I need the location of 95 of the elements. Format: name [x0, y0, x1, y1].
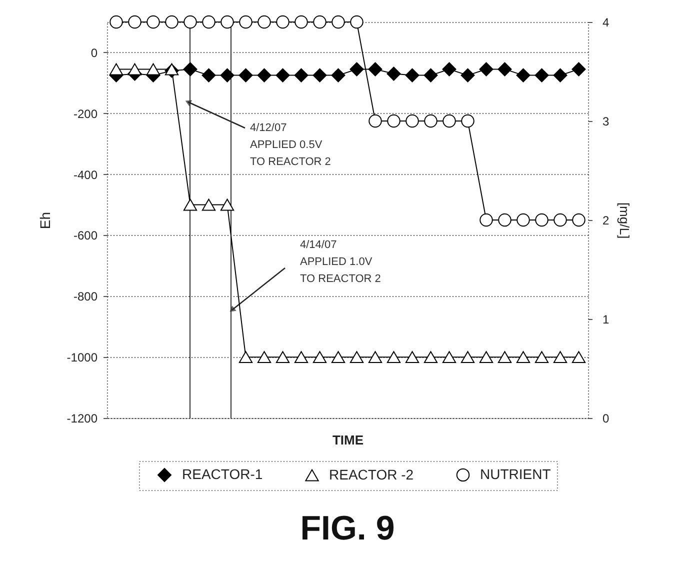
point	[238, 68, 253, 82]
point	[424, 68, 438, 82]
legend-label: REACTOR -2	[329, 466, 414, 482]
point	[202, 15, 216, 29]
point	[276, 351, 290, 364]
point	[534, 351, 549, 364]
point	[128, 63, 142, 76]
point	[424, 114, 438, 128]
point	[146, 63, 160, 76]
point	[516, 351, 530, 364]
point	[424, 351, 438, 364]
y-tick-label: 0	[90, 46, 98, 60]
point	[146, 15, 160, 29]
y-axis-title: Eh	[36, 212, 53, 230]
point	[480, 213, 493, 227]
point	[350, 351, 364, 364]
y-tick-label: -1200	[66, 412, 98, 426]
y2-tick-label: 2	[602, 214, 610, 228]
point	[516, 68, 530, 82]
point	[516, 213, 530, 227]
point	[406, 114, 419, 128]
point	[553, 351, 568, 364]
point	[498, 62, 512, 76]
legend-label: REACTOR-1	[182, 466, 263, 482]
point	[257, 68, 272, 82]
point	[350, 15, 364, 29]
point	[534, 68, 549, 82]
point	[460, 351, 475, 364]
point	[572, 351, 586, 364]
point	[109, 63, 124, 76]
point	[220, 68, 234, 82]
annotation: 4/14/07 APPLIED 1.0V TO REACTOR 2	[300, 239, 381, 285]
y-tick-label: -200	[73, 106, 98, 121]
point	[128, 15, 142, 29]
point	[312, 351, 327, 364]
point	[387, 114, 400, 128]
point	[553, 68, 568, 82]
point	[331, 351, 346, 364]
point	[165, 15, 178, 29]
y-tick-label: -400	[73, 168, 98, 182]
legend-label: NUTRIENT	[480, 466, 552, 482]
point	[202, 198, 216, 211]
point	[572, 213, 586, 227]
point	[239, 15, 252, 29]
point	[110, 15, 123, 29]
point	[313, 15, 326, 29]
point	[183, 62, 198, 76]
point	[164, 63, 179, 76]
point	[276, 68, 290, 82]
point	[238, 351, 253, 364]
point	[183, 198, 198, 211]
point	[350, 62, 364, 76]
point	[572, 62, 586, 76]
point	[294, 68, 308, 82]
point	[220, 198, 234, 211]
point	[220, 15, 234, 29]
point	[368, 62, 382, 76]
x-axis-title: TIME	[332, 432, 364, 448]
point	[276, 15, 290, 29]
point	[202, 68, 216, 82]
point	[442, 62, 456, 76]
point	[442, 114, 456, 128]
point	[368, 351, 382, 364]
y-tick-label: -600	[73, 228, 98, 243]
point	[498, 213, 512, 227]
y2-axis-title: [mg/L]	[617, 202, 632, 239]
text: FIG. 9	[300, 510, 395, 548]
point	[312, 68, 327, 82]
point	[554, 213, 567, 227]
point	[184, 15, 197, 29]
y2-tick-label: 4	[602, 16, 610, 30]
point	[535, 213, 548, 227]
point	[257, 351, 272, 364]
point	[258, 15, 271, 29]
point	[479, 62, 494, 76]
point	[294, 351, 308, 364]
point	[479, 351, 494, 364]
y-tick-label: -800	[73, 290, 98, 304]
point	[460, 68, 475, 82]
point	[368, 114, 382, 128]
y2-tick-label: 0	[602, 412, 610, 426]
point	[461, 114, 474, 128]
y-tick-label: -1000	[66, 350, 98, 365]
point	[442, 351, 456, 364]
point	[386, 66, 401, 81]
y2-tick-label: 1	[602, 312, 610, 326]
point	[294, 15, 308, 29]
point	[331, 68, 346, 82]
point	[386, 351, 401, 364]
y2-tick-label: 3	[602, 114, 610, 128]
point	[498, 351, 512, 364]
point	[405, 68, 420, 82]
point	[405, 351, 420, 364]
point	[332, 15, 345, 29]
annotation: 4/12/07 APPLIED 0.5V TO REACTOR 2	[250, 122, 331, 168]
